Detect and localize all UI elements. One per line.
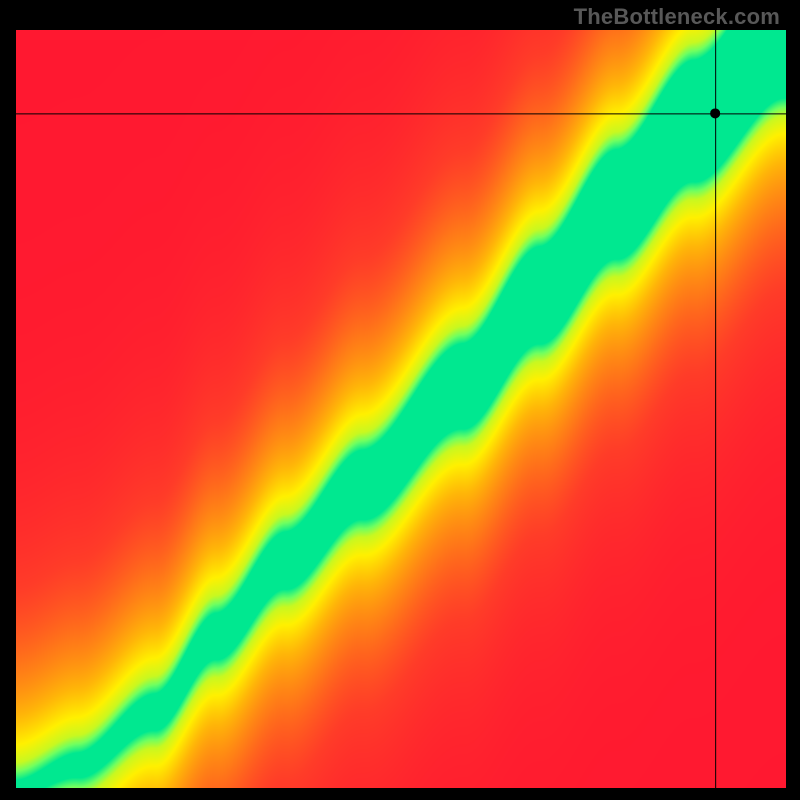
bottleneck-heatmap: [16, 30, 786, 788]
chart-container: TheBottleneck.com: [0, 0, 800, 800]
watermark-text: TheBottleneck.com: [574, 4, 780, 30]
